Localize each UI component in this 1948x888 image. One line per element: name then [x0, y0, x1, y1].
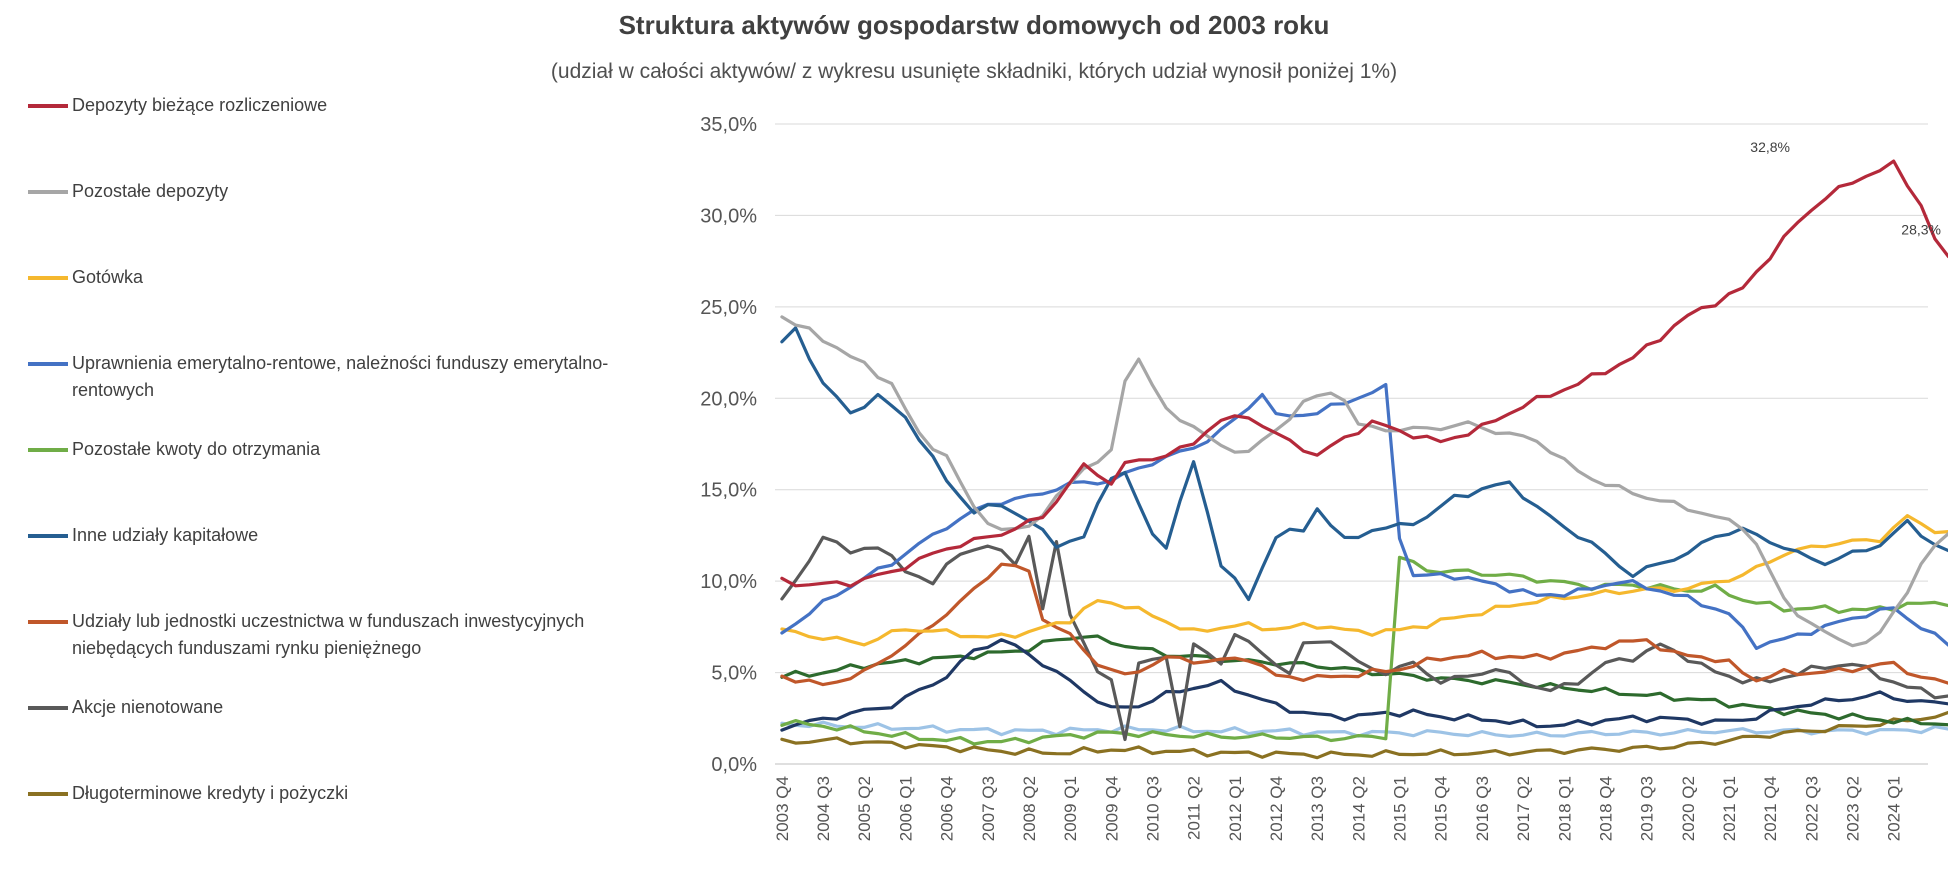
legend-item: Udziały lub jednostki uczestnictwa w fun…	[28, 608, 682, 662]
x-tick-label: 2018 Q4	[1596, 776, 1615, 841]
legend-swatch	[28, 448, 68, 452]
legend-item: Uprawnienia emerytalno-rentowe, należnoś…	[28, 350, 682, 404]
data-label: 32,8%	[1750, 139, 1790, 155]
x-tick-label: 2016 Q3	[1473, 776, 1492, 841]
x-tick-label: 2023 Q2	[1844, 776, 1863, 841]
x-tick-label: 2005 Q2	[855, 776, 874, 841]
x-tick-label: 2008 Q2	[1020, 776, 1039, 841]
chart-title: Struktura aktywów gospodarstw domowych o…	[618, 10, 1330, 40]
x-tick-label: 2015 Q4	[1432, 776, 1451, 841]
x-tick-label: 2010 Q3	[1143, 776, 1162, 841]
series-line-9	[780, 638, 1948, 732]
x-tick-label: 2006 Q1	[896, 776, 915, 841]
legend-swatch	[28, 706, 68, 710]
legend-label: Pozostałe kwoty do otrzymania	[72, 439, 321, 459]
legend-item: Depozyty bieżące rozliczeniowe	[28, 92, 682, 119]
legend-label: Akcje nienotowane	[72, 697, 224, 717]
series-line-4	[780, 555, 1948, 746]
x-tick-label: 2014 Q2	[1349, 776, 1368, 841]
legend-label: Gotówka	[72, 267, 144, 287]
legend-label: Udziały lub jednostki uczestnictwa w fun…	[72, 611, 585, 658]
y-axis: 0,0% 5,0% 10,0% 15,0% 20,0% 25,0% 30,0% 35,0%	[700, 114, 757, 776]
series-line-11	[780, 720, 1948, 739]
y-tick-label: 10,0%	[700, 571, 757, 593]
x-tick-label: 2017 Q2	[1514, 776, 1533, 841]
x-tick-label: 2009 Q1	[1061, 776, 1080, 841]
gridlines	[775, 123, 1928, 765]
x-tick-label: 2012 Q4	[1267, 776, 1286, 841]
y-tick-label: 30,0%	[700, 205, 757, 227]
legend-swatch	[28, 620, 68, 624]
y-tick-label: 35,0%	[700, 114, 757, 136]
series-line-2	[780, 513, 1948, 647]
series-line-8	[780, 710, 1948, 760]
legend-label: Długoterminowe kredyty i pożyczki	[72, 783, 349, 803]
legend-item: Pozostałe kwoty do otrzymania	[28, 436, 682, 463]
legend-label: Pozostałe depozyty	[72, 181, 229, 201]
x-tick-label: 2011 Q2	[1185, 776, 1204, 840]
legend-swatch	[28, 362, 68, 366]
x-tick-label: 2003 Q4	[773, 776, 792, 841]
annotations: 32,8% 28,3%	[1750, 139, 1941, 237]
x-tick-label: 2020 Q2	[1679, 776, 1698, 841]
x-tick-label: 2018 Q1	[1555, 776, 1574, 841]
x-tick-label: 2012 Q1	[1226, 776, 1245, 841]
legend-swatch	[28, 534, 68, 538]
x-tick-label: 2006 Q4	[938, 776, 957, 841]
y-tick-label: 15,0%	[700, 480, 757, 502]
legend-label: Depozyty bieżące rozliczeniowe	[72, 95, 328, 115]
x-tick-label: 2019 Q3	[1638, 776, 1657, 841]
x-tick-label: 2022 Q3	[1802, 776, 1821, 841]
x-tick-label: 2024 Q1	[1885, 776, 1904, 841]
series-line-7	[780, 534, 1948, 742]
legend-item: Gotówka	[28, 264, 682, 291]
x-tick-label: 2013 Q3	[1308, 776, 1327, 841]
y-tick-label: 0,0%	[711, 754, 757, 776]
legend-swatch	[28, 792, 68, 796]
legend-item: Długoterminowe kredyty i pożyczki	[28, 780, 682, 807]
legend-swatch	[28, 190, 68, 194]
legend-label: Inne udziały kapitałowe	[72, 525, 259, 545]
y-tick-label: 20,0%	[700, 388, 757, 410]
x-tick-label: 2007 Q3	[979, 776, 998, 841]
series-line-5	[780, 326, 1948, 602]
chart-subtitle: (udział w całości aktywów/ z wykresu usu…	[550, 60, 1398, 83]
x-axis: 2003 Q4 2004 Q3 2005 Q2 2006 Q1 2006 Q4 2007 …	[773, 776, 1904, 841]
y-tick-label: 25,0%	[700, 297, 757, 319]
legend-item: Inne udziały kapitałowe	[28, 522, 682, 549]
legend-item: Akcje nienotowane	[28, 694, 682, 721]
series-line-10	[780, 634, 1948, 727]
x-tick-label: 2015 Q1	[1391, 776, 1410, 841]
x-tick-label: 2004 Q3	[814, 776, 833, 841]
legend-swatch	[28, 276, 68, 280]
legend-item: Pozostałe depozyty	[28, 178, 682, 205]
series-line-0	[780, 159, 1948, 588]
series-lines	[780, 159, 1948, 760]
x-tick-label: 2021 Q1	[1720, 776, 1739, 841]
y-tick-label: 5,0%	[711, 663, 757, 685]
series-line-1	[780, 315, 1948, 648]
legend-swatch	[28, 104, 68, 108]
legend-label: Uprawnienia emerytalno-rentowe, należnoś…	[72, 353, 609, 400]
series-line-6	[780, 562, 1948, 687]
data-label: 28,3%	[1901, 222, 1941, 238]
x-tick-label: 2021 Q4	[1761, 776, 1780, 841]
x-tick-label: 2009 Q4	[1102, 776, 1121, 841]
